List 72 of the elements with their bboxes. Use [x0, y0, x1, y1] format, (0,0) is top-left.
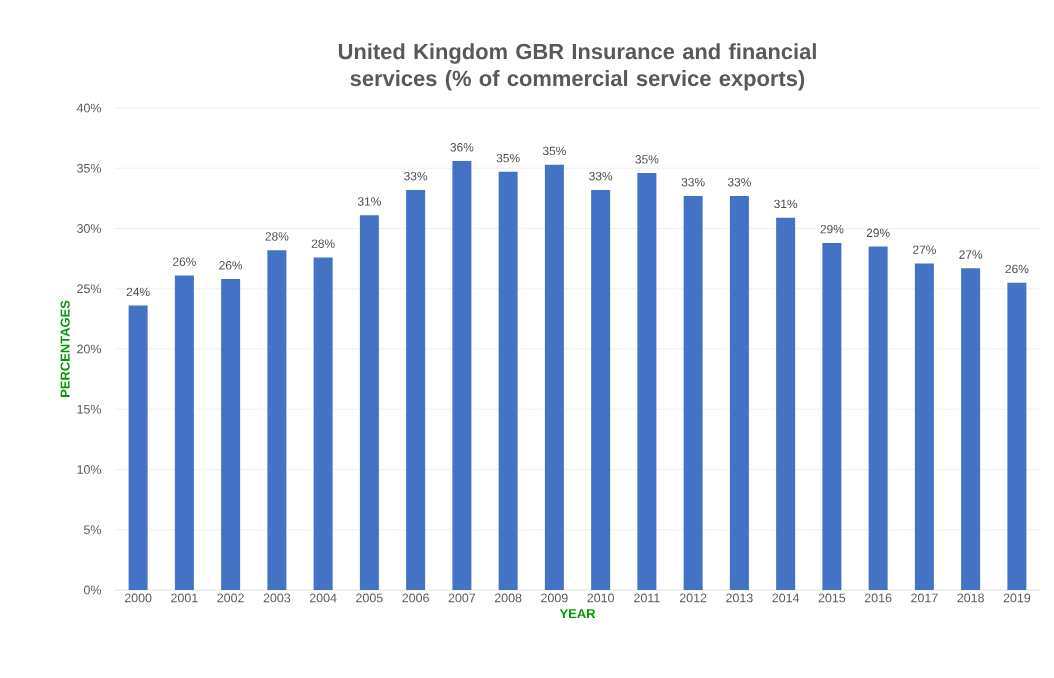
data-label: 27%: [913, 245, 936, 254]
data-label: 28%: [311, 239, 335, 248]
bar: [822, 242, 842, 590]
x-tick-label: 2013: [726, 593, 753, 603]
bar: [359, 215, 379, 590]
y-tick-label: 35%: [77, 163, 102, 173]
x-tick-label: 2007: [448, 593, 476, 603]
data-label: 35%: [542, 146, 566, 156]
y-tick-label: 0%: [83, 585, 102, 595]
bar: [914, 263, 934, 590]
bar: [961, 268, 981, 590]
x-tick-label: 2014: [772, 593, 800, 603]
bar: [1007, 282, 1027, 590]
bar: [128, 305, 148, 590]
x-tick-label: 2019: [1003, 593, 1031, 603]
bar: [174, 275, 194, 590]
x-tick-label: 2002: [217, 593, 244, 603]
data-label: 33%: [589, 171, 613, 181]
x-tick-label: 2004: [309, 593, 337, 603]
bar: [868, 246, 888, 590]
y-tick-label: 20%: [77, 344, 102, 354]
y-tick-label: 25%: [77, 284, 102, 294]
x-tick-label: 2006: [402, 593, 429, 603]
data-label: 31%: [774, 199, 798, 209]
bar: [544, 164, 564, 590]
data-label: 35%: [496, 153, 520, 163]
bar: [267, 250, 287, 590]
bar: [498, 171, 518, 590]
x-tick-label: 2018: [957, 593, 984, 603]
x-tick-label: 2011: [634, 593, 660, 603]
data-label: 24%: [126, 287, 150, 297]
x-tick-label: 2017: [911, 593, 938, 603]
data-label: 36%: [450, 143, 474, 152]
data-label: 33%: [727, 177, 751, 187]
y-tick-label: 30%: [77, 224, 102, 233]
x-tick-label: 2015: [818, 593, 846, 603]
data-label: 33%: [681, 177, 705, 187]
bar: [313, 257, 333, 590]
x-tick-label: 2012: [679, 593, 707, 603]
data-label: 33%: [404, 171, 428, 181]
y-tick-label: 40%: [76, 103, 102, 113]
x-tick-label: 2003: [263, 593, 291, 603]
bar: [221, 279, 241, 590]
x-tick-label: 2010: [587, 593, 614, 603]
bar: [452, 161, 472, 590]
data-label: 31%: [357, 197, 381, 206]
bar: [776, 217, 796, 590]
data-label: 35%: [635, 155, 659, 164]
bar: [406, 189, 426, 590]
data-label: 26%: [173, 257, 196, 266]
bar: [729, 195, 749, 590]
chart-title: United Kingdom GBR Insurance and financial services (% of commercial service exports): [338, 43, 816, 91]
y-axis-title: PERCENTAGES: [60, 300, 70, 397]
y-tick-label: 15%: [77, 404, 102, 414]
bar: [637, 173, 657, 590]
data-label: 26%: [219, 261, 243, 270]
data-label: 28%: [265, 232, 289, 241]
x-axis-title: YEAR: [559, 609, 596, 619]
x-tick-label: 2008: [494, 593, 522, 603]
x-tick-label: 2009: [541, 593, 568, 603]
x-tick-label: 2016: [864, 593, 892, 603]
bar: [683, 195, 703, 590]
x-tick-label: 2000: [124, 593, 152, 603]
data-label: 29%: [866, 228, 890, 238]
y-tick-label: 5%: [83, 525, 102, 535]
y-tick-label: 10%: [77, 465, 102, 474]
x-tick-label: 2001: [171, 593, 198, 603]
data-label: 26%: [1005, 264, 1029, 274]
data-label: 27%: [959, 250, 983, 259]
x-tick-label: 2005: [356, 593, 383, 603]
bar: [591, 189, 611, 590]
data-label: 29%: [820, 224, 844, 234]
